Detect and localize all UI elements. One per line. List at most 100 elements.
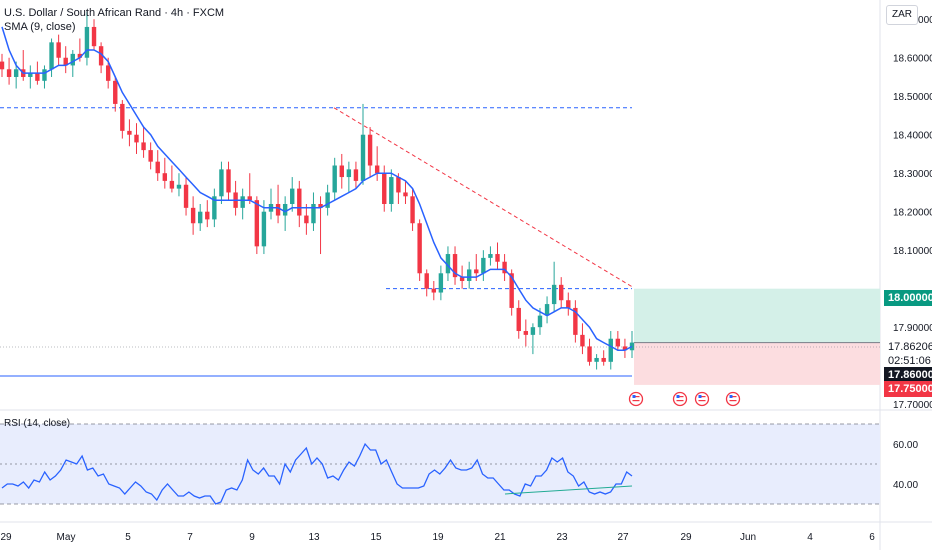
candle-body	[332, 165, 337, 193]
candle-body	[84, 26, 90, 58]
candle-body	[608, 338, 613, 362]
candle-body	[198, 211, 203, 224]
candle-body	[360, 134, 366, 181]
candle-body	[261, 211, 267, 247]
candle-body	[169, 180, 175, 189]
stop-price-label: 17.75000	[884, 381, 932, 397]
time-tick-label: Jun	[740, 532, 756, 543]
candle-body	[77, 53, 83, 58]
candle-body	[304, 215, 309, 224]
candle-body	[120, 103, 125, 131]
rsi-line	[1, 442, 633, 505]
candle-body	[134, 134, 139, 143]
flag-stripe	[676, 396, 684, 398]
candle-body	[488, 254, 493, 258]
price-tick-label: 18.20000	[893, 208, 932, 219]
us-flag-icon	[725, 391, 741, 407]
candle-body	[523, 331, 529, 335]
flag-stripe	[729, 400, 737, 402]
candle-body	[275, 204, 281, 216]
candle-body	[290, 188, 295, 204]
candle-body	[396, 177, 401, 193]
time-tick-label: 21	[494, 532, 506, 543]
candle-body	[28, 73, 33, 77]
candle-body	[148, 150, 153, 162]
candle-body	[0, 61, 5, 70]
time-tick-label: 9	[249, 532, 255, 543]
candle-body	[35, 73, 40, 81]
price-tick-label: 17.70000	[893, 400, 932, 411]
candle-body	[537, 315, 543, 328]
flag-canton	[698, 395, 702, 398]
trendline	[333, 107, 633, 288]
candle-body	[219, 169, 224, 197]
candle-body	[346, 169, 352, 178]
candle-body	[42, 69, 47, 81]
candle-body	[205, 211, 210, 220]
candle-body	[212, 196, 217, 220]
symbol-title: U.S. Dollar / South African Rand · 4h · …	[4, 7, 225, 19]
sma-indicator-label[interactable]: SMA (9, close)	[4, 21, 76, 33]
rsi-pane: 60.00 40.00	[0, 423, 918, 505]
candle-body	[91, 26, 97, 47]
price-tick-label: 18.30000	[893, 169, 932, 180]
us-flag-icon	[694, 391, 710, 407]
candle-body	[297, 188, 302, 216]
entry-price-label: 17.86000	[884, 367, 932, 383]
candle-body	[56, 42, 61, 58]
sma-line	[1, 26, 633, 352]
rsi-indicator-label[interactable]: RSI (14, close)	[4, 418, 71, 429]
candles	[0, 11, 635, 370]
time-tick-label: 5	[125, 532, 131, 543]
candle-body	[367, 134, 373, 166]
candle-body	[339, 165, 344, 178]
candle-body	[127, 130, 132, 135]
candle-body	[190, 207, 196, 224]
event-markers	[628, 391, 741, 407]
candle-body	[481, 257, 486, 274]
candle-body	[580, 334, 585, 347]
candle-body	[459, 277, 465, 281]
flag-stripe	[698, 396, 706, 398]
candle-body	[176, 184, 182, 189]
time-tick-label: 7	[187, 532, 193, 543]
us-flag-icon	[628, 391, 644, 407]
target-zone	[634, 288, 880, 343]
candle-body	[318, 204, 323, 208]
candle-body	[551, 284, 557, 305]
candle-body	[615, 338, 621, 347]
time-tick-label: 13	[308, 532, 320, 543]
risk-reward-zones	[634, 288, 880, 385]
candle-body	[49, 42, 54, 70]
candle-body	[466, 269, 472, 281]
candle-body	[325, 192, 330, 208]
time-tick-label: 15	[370, 532, 382, 543]
flag-canton	[676, 395, 680, 398]
flag-stripe	[632, 400, 640, 402]
candle-body	[502, 261, 507, 274]
us-flag-icon	[672, 391, 688, 407]
time-tick-label: 27	[617, 532, 629, 543]
candle-body	[509, 273, 514, 308]
flag-canton	[632, 395, 636, 398]
candle-body	[622, 346, 628, 351]
candle-body	[389, 177, 394, 204]
candle-body	[162, 173, 168, 181]
candle-body	[141, 142, 146, 151]
candle-body	[445, 254, 451, 274]
candle-body	[311, 204, 316, 224]
candle-body	[353, 169, 359, 181]
currency-badge[interactable]: ZAR	[886, 5, 918, 25]
candle-body	[587, 346, 592, 362]
candle-body	[566, 300, 571, 308]
candle-body	[382, 173, 387, 204]
candle-body	[474, 269, 479, 274]
last-price-label: 17.86206	[884, 339, 932, 355]
price-tick-label: 18.60000	[893, 54, 932, 65]
candle-body	[410, 196, 415, 224]
candle-body	[544, 304, 550, 316]
candle-body	[13, 69, 19, 77]
candle-body	[98, 46, 104, 66]
time-tick-label: 6	[869, 532, 875, 543]
